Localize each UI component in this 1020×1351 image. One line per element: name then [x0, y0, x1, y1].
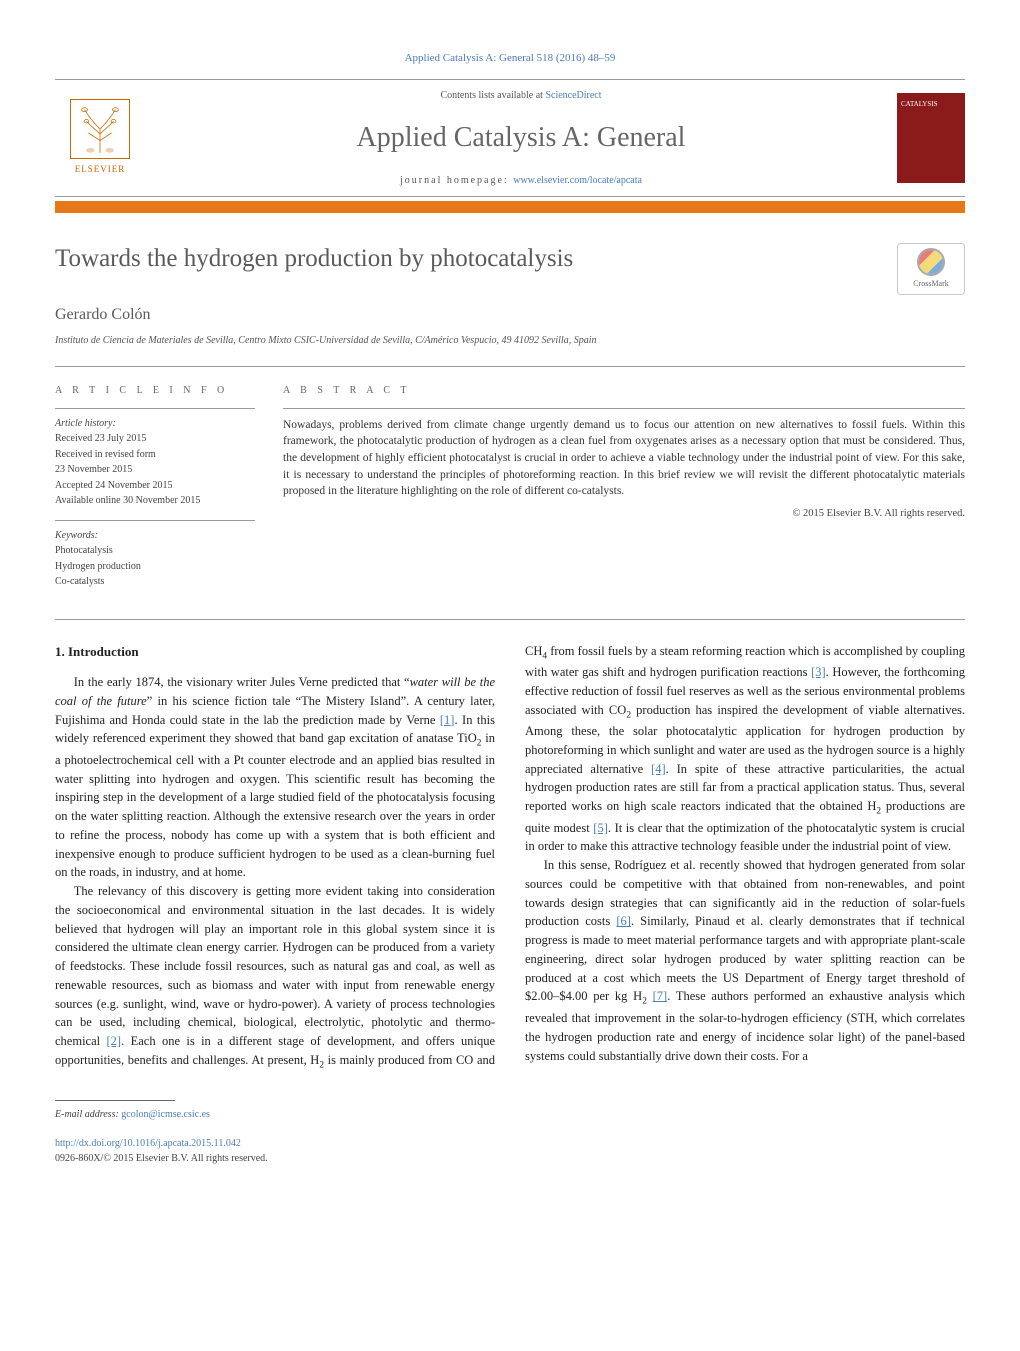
abstract-heading: A B S T R A C T — [283, 383, 965, 398]
journal-name: Applied Catalysis A: General — [165, 117, 877, 159]
journal-reference: Applied Catalysis A: General 518 (2016) … — [55, 50, 965, 67]
abstract-text: Nowadays, problems derived from climate … — [283, 417, 965, 500]
ref-link-7[interactable]: [7] — [653, 989, 668, 1003]
article-info-heading: A R T I C L E I N F O — [55, 383, 255, 398]
header-center: Contents lists available at ScienceDirec… — [165, 88, 877, 188]
journal-header: ELSEVIER Contents lists available at Sci… — [55, 79, 965, 197]
crossmark-icon — [917, 248, 945, 276]
history-accepted: Accepted 24 November 2015 — [55, 479, 255, 493]
divider — [55, 619, 965, 620]
ref-link-1[interactable]: [1] — [440, 713, 455, 727]
history-received: Received 23 July 2015 — [55, 432, 255, 446]
homepage-line: journal homepage: www.elsevier.com/locat… — [165, 173, 877, 188]
doi-block: http://dx.doi.org/10.1016/j.apcata.2015.… — [55, 1136, 965, 1166]
contents-prefix: Contents lists available at — [440, 90, 545, 101]
email-label: E-mail address: — [55, 1109, 121, 1120]
history-label: Article history: — [55, 417, 255, 431]
text-run: In the early 1874, the visionary writer … — [74, 675, 410, 689]
body-text: 1. Introduction In the early 1874, the v… — [55, 642, 965, 1073]
email-line: E-mail address: gcolon@icmse.csic.es — [55, 1107, 965, 1122]
ref-link-2[interactable]: [2] — [107, 1034, 122, 1048]
elsevier-label: ELSEVIER — [75, 163, 126, 177]
keyword-1: Photocatalysis — [55, 544, 255, 558]
doi-link[interactable]: http://dx.doi.org/10.1016/j.apcata.2015.… — [55, 1138, 241, 1149]
text-run: The relevancy of this discovery is getti… — [55, 884, 495, 1048]
section-heading-introduction: 1. Introduction — [55, 642, 495, 662]
crossmark-badge[interactable]: CrossMark — [897, 243, 965, 295]
sciencedirect-link[interactable]: ScienceDirect — [545, 90, 601, 101]
article-history-block: Article history: Received 23 July 2015 R… — [55, 417, 255, 508]
author-affiliation: Instituto de Ciencia de Materiales de Se… — [55, 333, 965, 348]
cover-title: CATALYSIS — [901, 99, 961, 110]
text-run: in a photoelectrochemical cell with a Pt… — [55, 731, 495, 879]
author-name: Gerardo Colón — [55, 303, 965, 327]
orange-divider-bar — [55, 201, 965, 213]
journal-cover-thumbnail: CATALYSIS — [897, 93, 965, 183]
footer-separator — [55, 1100, 175, 1101]
divider — [55, 408, 255, 409]
paragraph-3: In this sense, Rodríguez et al. recently… — [525, 856, 965, 1065]
keywords-label: Keywords: — [55, 529, 255, 543]
info-abstract-row: A R T I C L E I N F O Article history: R… — [55, 367, 965, 619]
history-online: Available online 30 November 2015 — [55, 494, 255, 508]
text-run: . Each one is in a different stage of de… — [121, 1034, 367, 1048]
keywords-block: Keywords: Photocatalysis Hydrogen produc… — [55, 529, 255, 589]
ref-link-3[interactable]: [3] — [811, 665, 826, 679]
title-row: Towards the hydrogen production by photo… — [55, 243, 965, 295]
keyword-3: Co-catalysts — [55, 575, 255, 589]
history-revised-line1: Received in revised form — [55, 448, 255, 462]
ref-link-6[interactable]: [6] — [616, 914, 631, 928]
history-revised-line2: 23 November 2015 — [55, 463, 255, 477]
paragraph-1: In the early 1874, the visionary writer … — [55, 673, 495, 882]
divider — [283, 408, 965, 409]
contents-line: Contents lists available at ScienceDirec… — [165, 88, 877, 103]
page-container: Applied Catalysis A: General 518 (2016) … — [0, 0, 1020, 1216]
elsevier-logo: ELSEVIER — [55, 93, 145, 183]
abstract-column: A B S T R A C T Nowadays, problems deriv… — [283, 383, 965, 601]
email-link[interactable]: gcolon@icmse.csic.es — [121, 1109, 210, 1120]
ref-link-5[interactable]: [5] — [593, 821, 608, 835]
divider — [55, 520, 255, 521]
ref-link-4[interactable]: [4] — [651, 762, 666, 776]
homepage-link[interactable]: www.elsevier.com/locate/apcata — [513, 175, 642, 186]
crossmark-label: CrossMark — [913, 279, 949, 288]
issn-copyright: 0926-860X/© 2015 Elsevier B.V. All right… — [55, 1153, 268, 1164]
homepage-prefix: journal homepage: — [400, 175, 513, 186]
abstract-copyright: © 2015 Elsevier B.V. All rights reserved… — [283, 506, 965, 522]
keyword-2: Hydrogen production — [55, 560, 255, 574]
article-info-column: A R T I C L E I N F O Article history: R… — [55, 383, 255, 601]
elsevier-tree-icon — [70, 99, 130, 159]
article-title: Towards the hydrogen production by photo… — [55, 243, 897, 276]
